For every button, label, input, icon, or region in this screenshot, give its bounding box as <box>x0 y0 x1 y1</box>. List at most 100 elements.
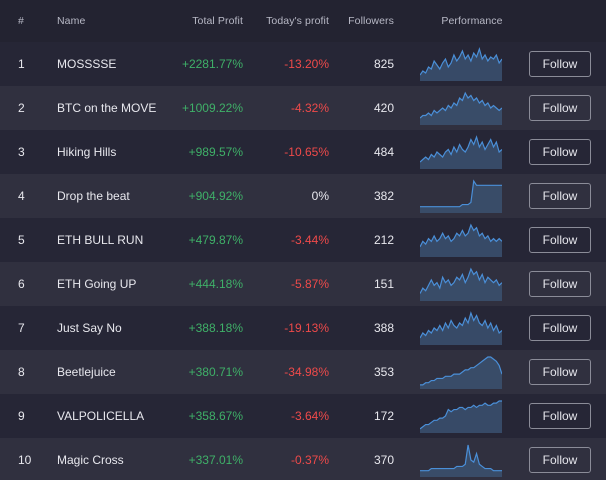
row-performance <box>420 306 502 350</box>
row-today-profit: -3.64% <box>290 409 329 423</box>
follow-button[interactable]: Follow <box>529 95 591 121</box>
follow-button[interactable]: Follow <box>529 51 591 77</box>
row-total-profit: +479.87% <box>188 233 243 247</box>
performance-sparkline <box>420 47 502 81</box>
follow-button[interactable]: Follow <box>529 315 591 341</box>
header-followers[interactable]: Followers <box>348 15 394 27</box>
sparkline-area <box>420 269 502 301</box>
follow-button[interactable]: Follow <box>529 359 591 385</box>
row-followers: 420 <box>373 101 394 115</box>
row-today-profit: -13.20% <box>284 57 329 71</box>
row-name[interactable]: Drop the beat <box>57 189 130 203</box>
performance-sparkline <box>420 179 502 213</box>
row-followers: 370 <box>373 453 394 467</box>
follow-button[interactable]: Follow <box>529 227 591 253</box>
row-performance <box>420 218 502 262</box>
row-name[interactable]: Hiking Hills <box>57 145 117 159</box>
row-followers: 151 <box>373 277 394 291</box>
row-total-profit: +2281.77% <box>181 57 243 71</box>
row-performance <box>420 130 502 174</box>
performance-sparkline <box>420 267 502 301</box>
sparkline-line <box>420 135 502 163</box>
row-rank: 5 <box>18 233 25 247</box>
sparkline-area <box>420 181 502 213</box>
sparkline-area <box>420 445 502 477</box>
performance-sparkline <box>420 135 502 169</box>
header-total-profit[interactable]: Total Profit <box>192 15 243 27</box>
table-row: 1 MOSSSSE +2281.77% -13.20% 825 Follow <box>0 42 606 86</box>
row-followers: 388 <box>373 321 394 335</box>
row-today-profit: -19.13% <box>284 321 329 335</box>
table-row: 8 Beetlejuice +380.71% -34.98% 353 Follow <box>0 350 606 394</box>
table-row: 3 Hiking Hills +989.57% -10.65% 484 Follow <box>0 130 606 174</box>
table-row: 6 ETH Going UP +444.18% -5.87% 151 Follow <box>0 262 606 306</box>
table-body: 1 MOSSSSE +2281.77% -13.20% 825 Follow 2 BTC on… <box>0 42 606 480</box>
row-performance <box>420 174 502 218</box>
sparkline-line <box>420 311 502 339</box>
row-rank: 8 <box>18 365 25 379</box>
sparkline-line <box>420 400 502 430</box>
row-performance <box>420 438 502 480</box>
performance-sparkline <box>420 400 502 433</box>
sparkline-line <box>420 267 502 294</box>
performance-sparkline <box>420 356 502 389</box>
row-name[interactable]: Magic Cross <box>57 453 124 467</box>
row-total-profit: +388.18% <box>188 321 243 335</box>
follow-button[interactable]: Follow <box>529 139 591 165</box>
sparkline-area <box>420 225 502 257</box>
row-name[interactable]: Beetlejuice <box>57 365 116 379</box>
sparkline-line <box>420 47 502 76</box>
row-action: Follow <box>529 350 591 394</box>
follow-button[interactable]: Follow <box>529 403 591 429</box>
row-today-profit: -0.37% <box>290 453 329 467</box>
row-today-profit: -10.65% <box>284 145 329 159</box>
row-today-profit: -4.32% <box>290 101 329 115</box>
row-rank: 7 <box>18 321 25 335</box>
row-total-profit: +358.67% <box>188 409 243 423</box>
table-row: 9 VALPOLICELLA +358.67% -3.64% 172 Follow <box>0 394 606 438</box>
sparkline-area <box>420 357 502 389</box>
row-action: Follow <box>529 218 591 262</box>
row-today-profit: 0% <box>311 189 329 203</box>
sparkline-area <box>420 93 502 125</box>
sparkline-line <box>420 179 502 208</box>
table-row: 10 Magic Cross +337.01% -0.37% 370 Follow <box>0 438 606 480</box>
table-row: 4 Drop the beat +904.92% 0% 382 Follow <box>0 174 606 218</box>
follow-button[interactable]: Follow <box>529 183 591 209</box>
row-action: Follow <box>529 174 591 218</box>
row-name[interactable]: Just Say No <box>57 321 122 335</box>
row-action: Follow <box>529 130 591 174</box>
row-performance <box>420 350 502 394</box>
row-rank: 4 <box>18 189 25 203</box>
row-today-profit: -34.98% <box>284 365 329 379</box>
header-name[interactable]: Name <box>57 15 86 27</box>
row-today-profit: -3.44% <box>290 233 329 247</box>
row-rank: 2 <box>18 101 25 115</box>
row-total-profit: +989.57% <box>188 145 243 159</box>
row-name[interactable]: BTC on the MOVE <box>57 101 157 115</box>
performance-sparkline <box>420 444 502 477</box>
row-rank: 1 <box>18 57 25 71</box>
row-total-profit: +444.18% <box>188 277 243 291</box>
row-action: Follow <box>529 306 591 350</box>
row-name[interactable]: VALPOLICELLA <box>57 409 145 423</box>
follow-button[interactable]: Follow <box>529 447 591 473</box>
row-name[interactable]: MOSSSSE <box>57 57 117 71</box>
sparkline-area <box>420 313 502 345</box>
row-name[interactable]: ETH BULL RUN <box>57 233 144 247</box>
row-performance <box>420 86 502 130</box>
row-action: Follow <box>529 42 591 86</box>
row-name[interactable]: ETH Going UP <box>57 277 137 291</box>
table-header: # Name Total Profit Today's profit Follo… <box>0 0 606 42</box>
row-action: Follow <box>529 438 591 480</box>
row-followers: 212 <box>373 233 394 247</box>
row-total-profit: +380.71% <box>188 365 243 379</box>
table-row: 5 ETH BULL RUN +479.87% -3.44% 212 Follow <box>0 218 606 262</box>
row-followers: 172 <box>373 409 394 423</box>
performance-sparkline <box>420 223 502 257</box>
row-rank: 3 <box>18 145 25 159</box>
row-today-profit: -5.87% <box>290 277 329 291</box>
follow-button[interactable]: Follow <box>529 271 591 297</box>
header-today-profit[interactable]: Today's profit <box>266 15 329 27</box>
